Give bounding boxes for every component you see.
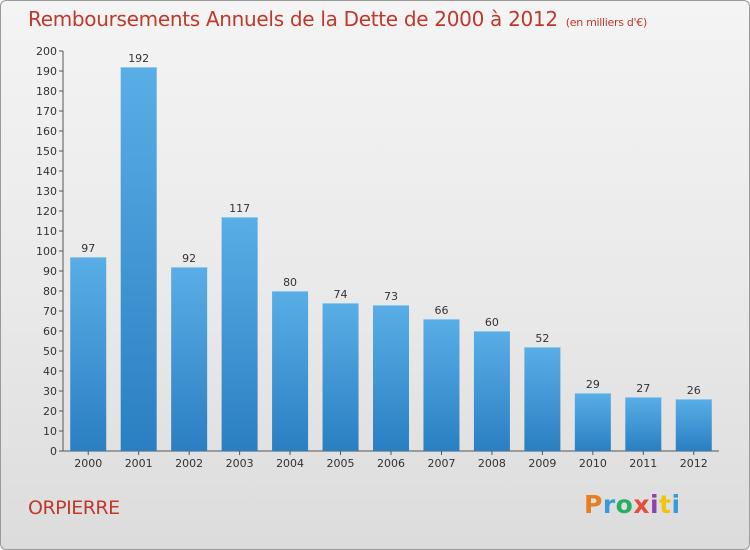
x-tick-label-2007: 2007 — [427, 457, 455, 470]
y-tick-label: 200 — [36, 45, 57, 58]
value-label-2005: 74 — [334, 288, 348, 301]
y-tick-label: 70 — [43, 305, 57, 318]
x-tick-label-2003: 2003 — [226, 457, 254, 470]
value-label-2008: 60 — [485, 316, 499, 329]
y-tick-label: 110 — [36, 225, 57, 238]
y-tick-label: 120 — [36, 205, 57, 218]
chart-axes: 0 10 20 30 40 50 60 70 80 90 100 110 120 130 140 150 160… — [36, 45, 719, 458]
x-tick-label-2010: 2010 — [579, 457, 607, 470]
logo-letter: i — [650, 490, 660, 519]
logo-letter: P — [584, 490, 603, 519]
x-tick-label-2004: 2004 — [276, 457, 304, 470]
chart-labels: 97 2000 192 2001 92 2002 117 2003 80 2004 74 2005 73… — [74, 52, 708, 470]
logo-letter: t — [659, 490, 672, 519]
y-tick-label: 80 — [43, 285, 57, 298]
bar-2011 — [625, 397, 662, 451]
x-tick-label-2001: 2001 — [125, 457, 153, 470]
bar-2009 — [524, 347, 561, 451]
chart-unit: (en milliers d'€) — [565, 16, 647, 29]
commune-name: ORPIERRE — [28, 497, 120, 519]
y-tick-label: 90 — [43, 265, 57, 278]
bar-2003 — [221, 217, 258, 451]
logo-letter: r — [602, 490, 616, 519]
value-label-2001: 192 — [128, 52, 149, 65]
value-label-2010: 29 — [586, 378, 600, 391]
bar-2012 — [675, 399, 712, 451]
bar-2004 — [272, 291, 309, 451]
value-label-2004: 80 — [283, 276, 297, 289]
bar-2006 — [373, 305, 409, 451]
x-tick-label-2000: 2000 — [74, 457, 102, 470]
x-tick-label-2002: 2002 — [175, 457, 203, 470]
value-label-2011: 27 — [636, 382, 650, 395]
y-tick-label: 130 — [36, 185, 57, 198]
y-tick-label: 0 — [50, 445, 57, 458]
bar-2005 — [322, 303, 359, 451]
bar-2001 — [120, 67, 157, 451]
y-tick-label: 40 — [43, 365, 57, 378]
y-tick-label: 100 — [36, 245, 57, 258]
y-tick-label: 20 — [43, 405, 57, 418]
logo-letter: o — [615, 490, 634, 519]
y-tick-label: 50 — [43, 345, 57, 358]
logo-letter: x — [633, 490, 650, 519]
x-tick-label-2006: 2006 — [377, 457, 405, 470]
y-tick-label: 180 — [36, 85, 57, 98]
value-label-2000: 97 — [81, 242, 95, 255]
x-tick-label-2005: 2005 — [327, 457, 355, 470]
x-tick-label-2008: 2008 — [478, 457, 506, 470]
value-label-2007: 66 — [434, 304, 448, 317]
chart-title: Remboursements Annuels de la Dette de 20… — [28, 7, 647, 31]
bar-2000 — [70, 257, 107, 451]
y-tick-label: 190 — [36, 65, 57, 78]
bar-2007 — [423, 319, 460, 451]
y-tick-label: 160 — [36, 125, 57, 138]
bar-2002 — [171, 267, 208, 451]
value-label-2009: 52 — [535, 332, 549, 345]
proxiti-logo[interactable]: Proxiti — [584, 490, 681, 519]
value-label-2012: 26 — [687, 384, 701, 397]
x-tick-label-2011: 2011 — [629, 457, 657, 470]
value-label-2003: 117 — [229, 202, 250, 215]
y-tick-label: 140 — [36, 165, 57, 178]
x-tick-label-2009: 2009 — [528, 457, 556, 470]
value-label-2002: 92 — [182, 252, 196, 265]
y-tick-label: 10 — [43, 425, 57, 438]
x-tick-label-2012: 2012 — [680, 457, 708, 470]
bar-2008 — [473, 331, 510, 451]
chart-title-text: Remboursements Annuels de la Dette de 20… — [28, 7, 558, 31]
chart-bars — [70, 67, 712, 451]
y-tick-label: 30 — [43, 385, 57, 398]
y-tick-label: 60 — [43, 325, 57, 338]
value-label-2006: 73 — [384, 290, 398, 303]
y-tick-label: 150 — [36, 145, 57, 158]
y-tick-label: 170 — [36, 105, 57, 118]
logo-letter: i — [671, 490, 681, 519]
bar-2010 — [574, 393, 611, 451]
